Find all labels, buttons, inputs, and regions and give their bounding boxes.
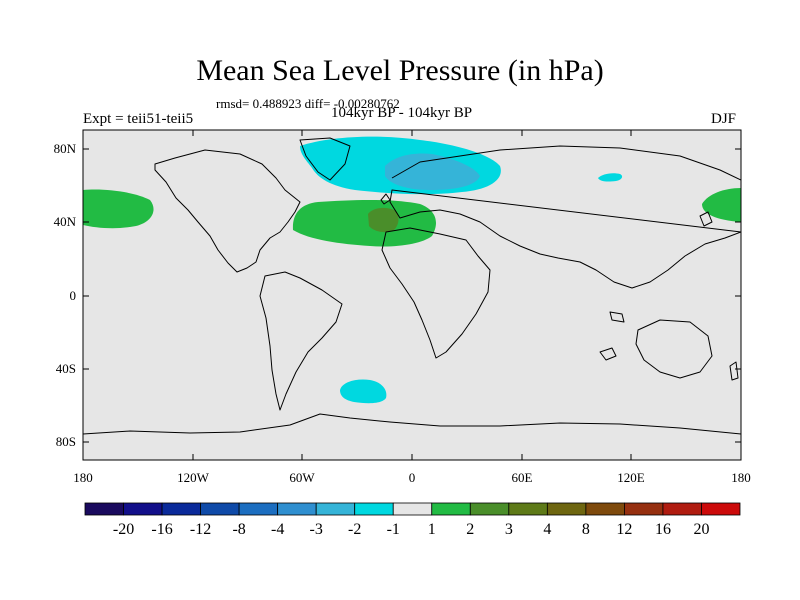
colorbar-label: -2	[348, 521, 361, 538]
colorbar-label: 8	[582, 521, 590, 538]
period-label: 104kyr BP - 104kyr BP	[331, 105, 473, 121]
colorbar-swatch	[546, 502, 587, 516]
page-title: Mean Sea Level Pressure (in hPa)	[196, 54, 604, 87]
colorbar-label: 4	[543, 521, 551, 538]
lon-label-60w: 60W	[289, 470, 315, 485]
anomaly-scandinavia-low-core	[385, 153, 480, 190]
colorbar-label: -8	[232, 521, 245, 538]
anomaly-arctic-small-low	[598, 173, 623, 182]
colorbar-swatch	[200, 502, 240, 516]
colorbar-label: 1	[428, 521, 436, 538]
colorbar-label: 16	[655, 521, 671, 538]
lon-label-180w: 180	[73, 470, 93, 485]
season-label: DJF	[711, 111, 737, 127]
colorbar-swatch	[469, 502, 510, 516]
colorbar-label: 2	[466, 521, 474, 538]
lon-label-120e: 120E	[617, 470, 645, 485]
lat-label-80n: 80N	[54, 141, 77, 156]
colorbar-label: -1	[387, 521, 400, 538]
lon-ticks	[192, 130, 632, 460]
stats-text: rmsd= 0.488923 diff= -0.00280762	[216, 96, 400, 111]
lon-label-60e: 60E	[512, 470, 533, 485]
colorbar-swatch	[84, 502, 124, 516]
lat-label-40s: 40S	[56, 361, 76, 376]
experiment-label: Expt = teii51-teii5	[83, 111, 194, 127]
colorbar-swatch	[354, 502, 394, 516]
lon-label-0: 0	[409, 470, 416, 485]
colorbar-swatch	[277, 502, 317, 516]
colorbar	[84, 502, 741, 516]
colorbar-label: -16	[151, 521, 172, 538]
colorbar-label: 20	[693, 521, 709, 538]
lon-label-180e: 180	[731, 470, 751, 485]
anomaly-south-atlantic-low	[340, 379, 387, 404]
colorbar-label: 12	[616, 521, 632, 538]
anomaly-north-pacific-high-east	[83, 189, 154, 229]
lon-label-120w: 120W	[177, 470, 210, 485]
colorbar-swatch	[508, 502, 548, 516]
colorbar-swatch	[431, 502, 471, 516]
colorbar-swatch	[392, 502, 433, 516]
colorbar-label: -4	[271, 521, 284, 538]
colorbar-swatch	[585, 502, 625, 516]
lat-ticks	[83, 148, 741, 443]
colorbar-swatch	[701, 502, 741, 516]
colorbar-label: -3	[310, 521, 323, 538]
colorbar-swatch	[662, 502, 702, 516]
colorbar-swatch	[161, 502, 201, 516]
anomaly-iberia-high-core	[368, 207, 399, 233]
colorbar-swatch	[238, 502, 279, 516]
lat-label-0: 0	[70, 288, 77, 303]
anomaly-atlantic-high	[292, 200, 436, 247]
lat-label-80s: 80S	[56, 434, 76, 449]
colorbar-swatch	[123, 502, 163, 516]
colorbar-label: -20	[113, 521, 134, 538]
lat-label-40n: 40N	[54, 214, 77, 229]
anomaly-north-pacific-high-west	[702, 188, 741, 222]
colorbar-label: 3	[505, 521, 513, 538]
colorbar-labels: -20 -16 -12 -8 -4 -3 -2 -1 1 2 3 4 8 12 16 20	[113, 521, 710, 538]
colorbar-label: -12	[190, 521, 211, 538]
colorbar-swatch	[315, 502, 356, 516]
colorbar-swatch	[624, 502, 664, 516]
coastlines	[83, 137, 741, 435]
